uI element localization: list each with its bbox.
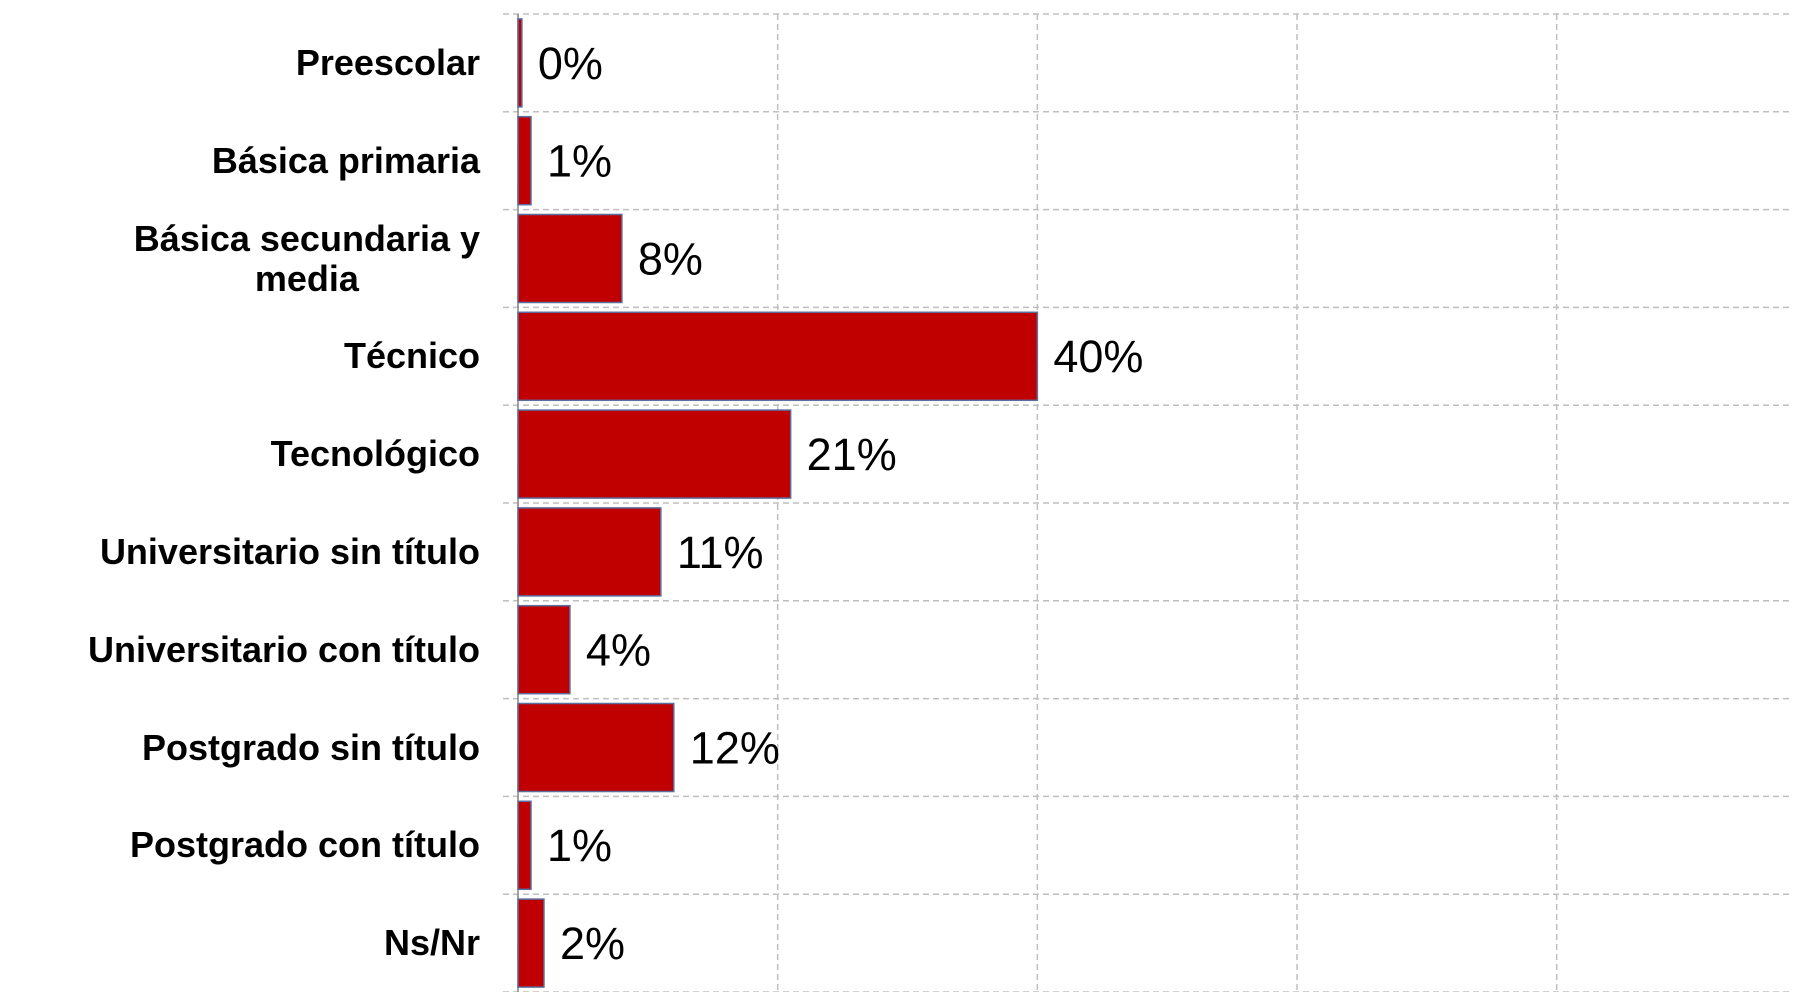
- bar: [517, 409, 792, 499]
- y-tick-label: Postgrado sin título: [142, 726, 480, 768]
- y-tick-label: Técnico: [343, 335, 480, 377]
- y-tick-label: Básica primaria: [211, 139, 480, 181]
- y-tick-label: Tecnológico: [270, 433, 480, 475]
- y-tick-label: Universitario sin título: [99, 530, 480, 572]
- data-label: 4%: [586, 625, 651, 676]
- bar: [517, 311, 1039, 402]
- data-label: 0%: [538, 38, 603, 89]
- bar: [517, 115, 532, 206]
- data-label: 12%: [690, 722, 780, 773]
- data-label: 40%: [1053, 331, 1143, 382]
- bar: [517, 507, 662, 597]
- y-tick-label: Preescolar: [295, 41, 480, 83]
- data-label: 8%: [638, 233, 703, 284]
- bar: [517, 702, 675, 793]
- data-label: 11%: [677, 527, 764, 578]
- data-label: 1%: [547, 136, 612, 187]
- data-label: 2%: [560, 918, 625, 969]
- bar: [517, 18, 523, 108]
- bar: [517, 898, 545, 988]
- y-tick-label: Postgrado con título: [130, 824, 480, 866]
- y-tick-label: Universitario con título: [87, 628, 480, 670]
- y-tick-label: Básica secundaria y media: [133, 217, 480, 299]
- data-label: 1%: [547, 820, 612, 871]
- y-tick-label: Ns/Nr: [383, 922, 480, 964]
- data-label: 21%: [807, 429, 897, 480]
- bar: [517, 213, 623, 304]
- bar: [517, 800, 532, 891]
- bar: [517, 604, 571, 695]
